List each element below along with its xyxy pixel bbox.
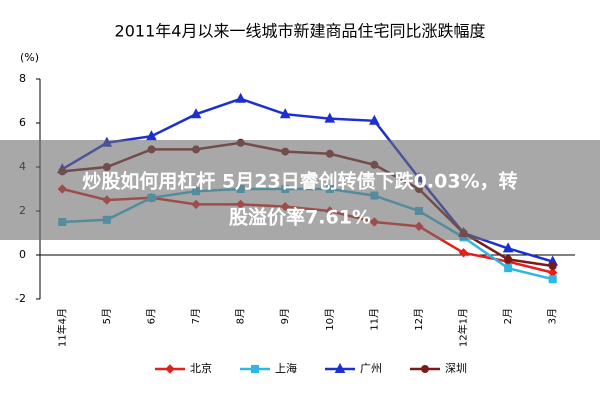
legend-marker [165, 364, 175, 374]
overlay-text: 炒股如何用杠杆 5月23日睿创转债下跌0.03%，转 [82, 170, 517, 193]
x-tick-label: 10月 [324, 308, 336, 331]
marker [504, 264, 513, 273]
marker [146, 130, 157, 141]
overlay-text: 股溢价率7.61% [229, 206, 371, 229]
x-tick-label: 9月 [279, 308, 291, 324]
legend-label: 上海 [275, 361, 297, 375]
x-tick-label: 8月 [235, 308, 247, 324]
x-tick-label: 11年4月 [55, 308, 68, 347]
x-tick-label: 6月 [145, 308, 157, 324]
marker [235, 92, 246, 103]
marker [279, 108, 291, 119]
marker [548, 275, 557, 284]
y-tick-label: 0 [19, 248, 26, 261]
x-tick-label: 2月 [502, 308, 514, 324]
marker [190, 108, 202, 119]
x-tick-label: 11月 [368, 308, 380, 331]
legend-marker [421, 365, 429, 373]
legend-label: 北京 [190, 361, 212, 375]
overlay-band [0, 140, 600, 240]
y-axis-label: (%) [20, 51, 39, 64]
marker [502, 242, 514, 253]
x-tick-label: 7月 [190, 308, 202, 324]
legend-label: 广州 [360, 362, 382, 375]
x-tick-label: 12月 [413, 308, 425, 331]
marker [324, 112, 336, 123]
marker [504, 255, 513, 264]
legend-label: 深圳 [445, 362, 467, 375]
x-tick-label: 12年1月 [457, 308, 470, 347]
x-tick-label: 5月 [101, 308, 113, 324]
marker [369, 114, 380, 125]
y-tick-label: 8 [19, 72, 26, 85]
marker [458, 248, 469, 258]
legend-marker [251, 365, 259, 373]
x-tick-label: 3月 [547, 308, 559, 324]
legend-marker [334, 362, 346, 373]
y-tick-label: 6 [19, 116, 26, 129]
y-tick-label: -2 [15, 292, 26, 305]
marker [548, 262, 557, 270]
chart-title: 2011年4月以来一线城市新建商品住宅同比涨跌幅度 [115, 22, 486, 41]
